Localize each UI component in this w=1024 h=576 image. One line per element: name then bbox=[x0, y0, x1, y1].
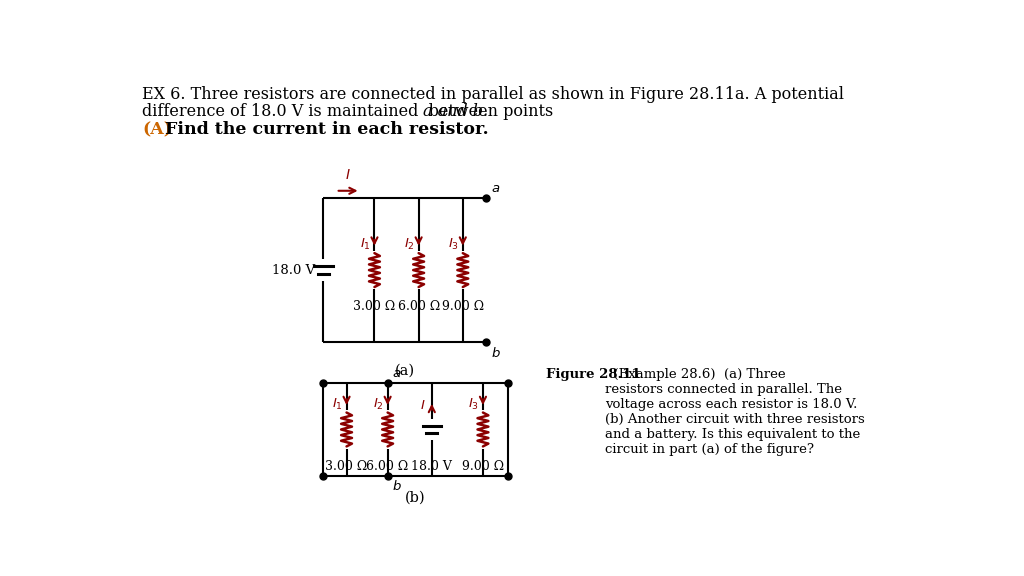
Text: $I_3$: $I_3$ bbox=[468, 396, 479, 412]
Text: 3.00 Ω: 3.00 Ω bbox=[326, 460, 368, 472]
Text: $b$: $b$ bbox=[391, 479, 401, 492]
Text: $a$: $a$ bbox=[391, 367, 400, 380]
Text: (A): (A) bbox=[142, 122, 172, 138]
Text: 18.0 V: 18.0 V bbox=[412, 460, 453, 472]
Text: (b): (b) bbox=[406, 491, 426, 505]
Text: Find the current in each resistor.: Find the current in each resistor. bbox=[159, 122, 488, 138]
Text: 18.0 V: 18.0 V bbox=[272, 264, 315, 276]
Text: $I_1$: $I_1$ bbox=[359, 237, 371, 252]
Text: 6.00 Ω: 6.00 Ω bbox=[397, 300, 439, 313]
Text: $I_2$: $I_2$ bbox=[403, 237, 415, 252]
Text: $I_1$: $I_1$ bbox=[332, 396, 343, 412]
Text: $b$: $b$ bbox=[490, 346, 501, 359]
Text: (Example 28.6)  (a) Three
resistors connected in parallel. The
voltage across ea: (Example 28.6) (a) Three resistors conne… bbox=[605, 368, 865, 456]
Text: $I_2$: $I_2$ bbox=[373, 396, 384, 412]
Text: Figure 28.11: Figure 28.11 bbox=[547, 368, 641, 381]
Text: $a$: $a$ bbox=[490, 183, 500, 195]
Text: 9.00 Ω: 9.00 Ω bbox=[441, 300, 484, 313]
Text: 9.00 Ω: 9.00 Ω bbox=[462, 460, 504, 472]
Text: $I$: $I$ bbox=[345, 168, 351, 181]
Text: $I$: $I$ bbox=[420, 399, 425, 412]
Text: EX 6. Three resistors are connected in parallel as shown in Figure 28.11a. A pot: EX 6. Three resistors are connected in p… bbox=[142, 86, 844, 103]
Text: difference of 18.0 V is maintained  between points: difference of 18.0 V is maintained betwe… bbox=[142, 103, 558, 120]
Text: a and b.: a and b. bbox=[423, 103, 488, 120]
Text: $I_3$: $I_3$ bbox=[447, 237, 459, 252]
Text: (a): (a) bbox=[394, 364, 415, 378]
Text: 6.00 Ω: 6.00 Ω bbox=[367, 460, 409, 472]
Text: 3.00 Ω: 3.00 Ω bbox=[353, 300, 395, 313]
